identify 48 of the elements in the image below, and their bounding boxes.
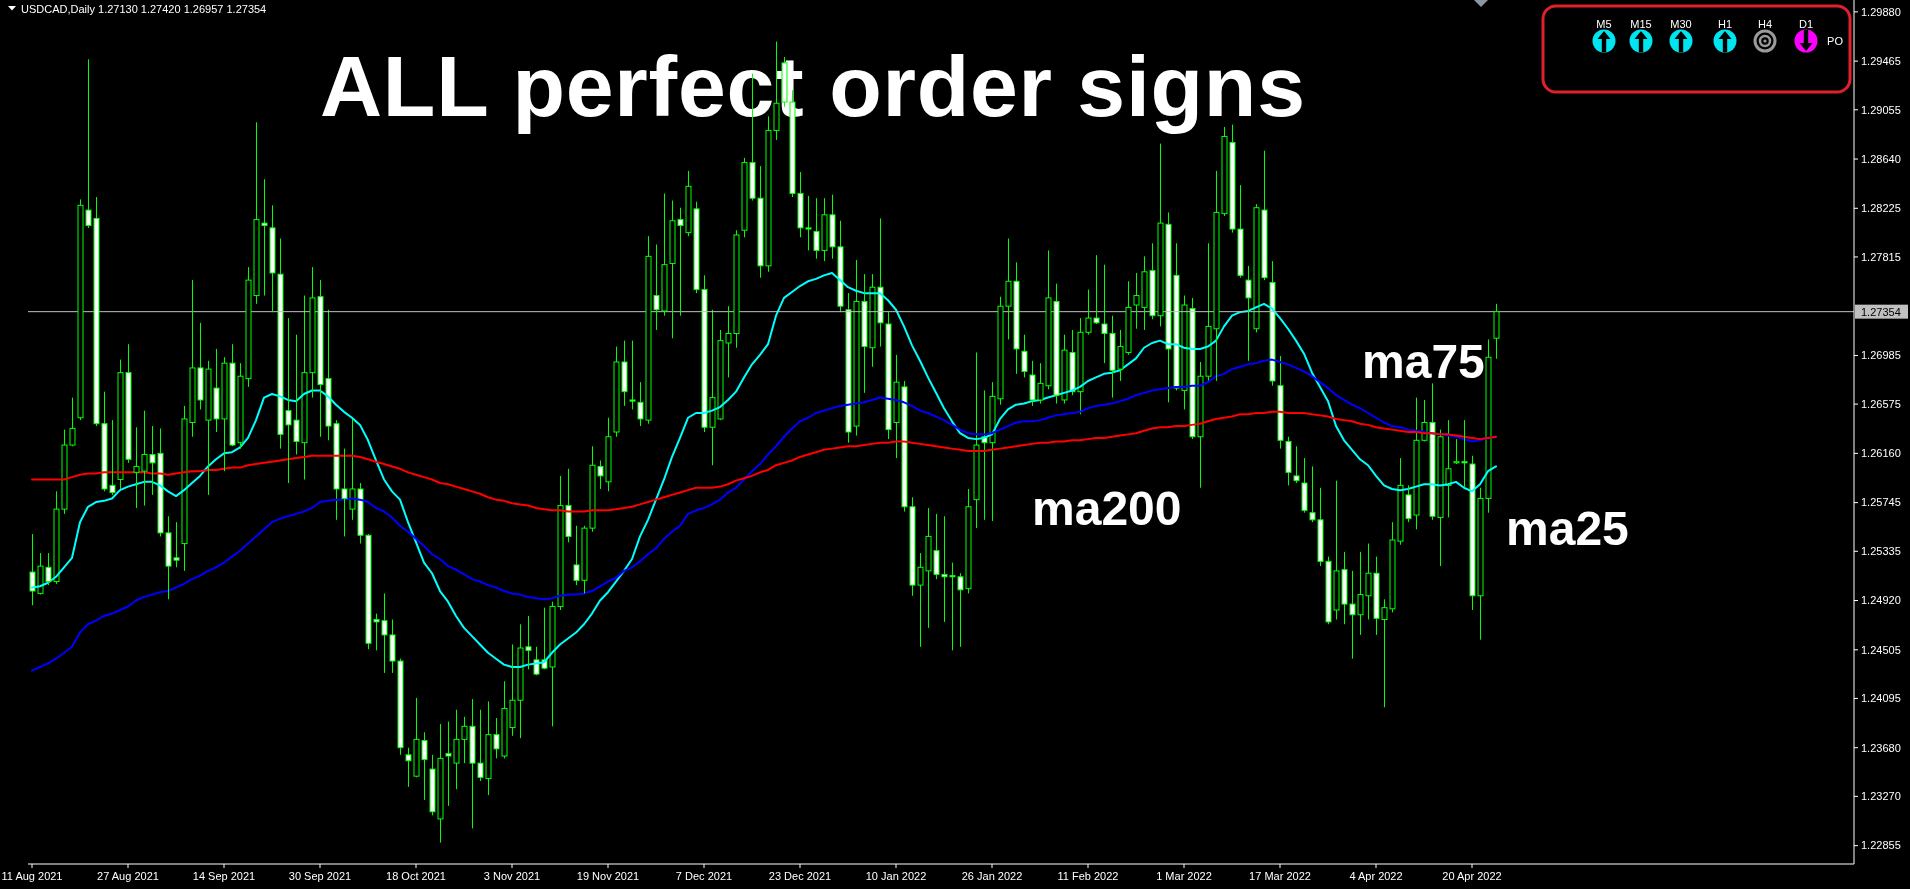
x-tick-label: 26 Jan 2022 (961, 870, 1023, 882)
x-tick-label: 7 Dec 2021 (675, 870, 733, 882)
candlestick (1021, 334, 1028, 378)
x-tick-label: 1 Mar 2022 (1156, 870, 1212, 882)
y-tick-label: 1.24920 (1861, 594, 1901, 607)
x-tick-label: 11 Feb 2022 (1057, 870, 1119, 882)
series-label: ma75 (1362, 335, 1485, 388)
y-tick-label: 1.25745 (1861, 496, 1901, 509)
x-tick-label: 11 Aug 2021 (1, 870, 63, 882)
x-tick-label: 23 Dec 2021 (768, 870, 832, 882)
y-tick-label: 1.27815 (1861, 250, 1901, 263)
y-tick-label: 1.23270 (1861, 790, 1901, 803)
x-tick-label: 14 Sep 2021 (192, 870, 256, 882)
text: M15 (1630, 18, 1652, 30)
y-tick-label: 1.29880 (1861, 5, 1901, 18)
text: M5 (1596, 18, 1612, 30)
candlestick (1293, 445, 1300, 484)
x-tick-label: 3 Nov 2021 (483, 870, 541, 882)
text: M30 (1670, 18, 1692, 30)
y-tick-label: 1.28225 (1861, 202, 1901, 215)
y-tick-label: 1.26985 (1861, 349, 1901, 362)
y-tick-label: 1.24095 (1861, 692, 1901, 705)
x-tick-label: 10 Jan 2022 (865, 870, 927, 882)
x-tick-label: 4 Apr 2022 (1349, 870, 1403, 882)
x-tick-label: 18 Oct 2021 (386, 870, 446, 882)
y-tick-label: 1.23680 (1861, 741, 1901, 754)
chart-title: USDCAD,Daily 1.27130 1.27420 1.26957 1.27354 (21, 3, 267, 15)
x-tick-label: 19 Nov 2021 (576, 870, 640, 882)
y-tick-label: 1.29465 (1861, 54, 1901, 67)
text: H1 (1717, 18, 1733, 30)
ref-line-label: 1.27354 (1861, 305, 1901, 318)
y-tick-label: 1.25335 (1861, 545, 1901, 558)
x-tick-label: 30 Sep 2021 (288, 870, 352, 882)
series-label: ma200 (1032, 482, 1182, 535)
text: PO (1827, 35, 1844, 47)
y-tick-label: 1.26575 (1861, 397, 1901, 410)
text: H4 (1757, 18, 1773, 30)
y-tick-label: 1.28640 (1861, 152, 1901, 165)
y-tick-label: 1.24505 (1861, 643, 1901, 656)
x-tick-label: 17 Mar 2022 (1249, 870, 1311, 882)
y-tick-label: 1.26160 (1861, 447, 1901, 460)
series-label: ma25 (1506, 502, 1629, 555)
y-tick-label: 1.22855 (1861, 839, 1901, 852)
text: D1 (1798, 18, 1814, 30)
x-tick-label: 20 Apr 2022 (1442, 870, 1502, 882)
y-tick-label: 1.29055 (1861, 103, 1901, 116)
candlestick (629, 340, 636, 410)
x-tick-label: 27 Aug 2021 (97, 870, 159, 882)
